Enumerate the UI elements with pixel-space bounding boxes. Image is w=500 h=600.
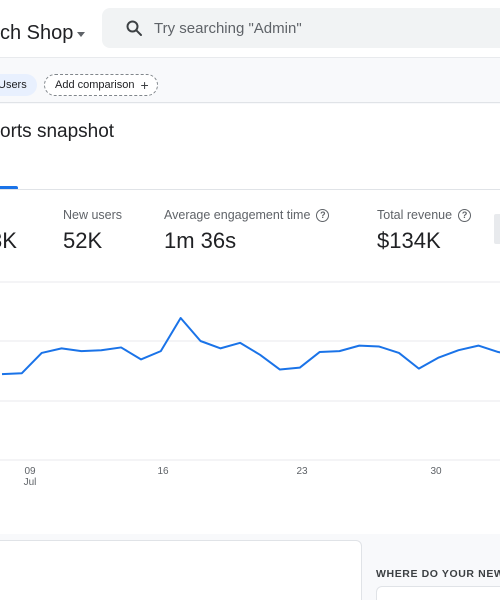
segment-chip-label: Users — [0, 79, 27, 91]
search-placeholder: Try searching "Admin" — [154, 19, 302, 37]
metric-total-revenue[interactable]: Total revenue? $134K — [377, 208, 472, 254]
metric-value: 3K — [0, 228, 17, 253]
page-title: orts snapshot — [0, 121, 115, 142]
help-icon[interactable]: ? — [316, 208, 330, 222]
bottom-card-right — [376, 586, 500, 600]
line-chart: 09 16 23 30 Jul — [0, 281, 500, 488]
metric-label: New users — [63, 208, 123, 222]
x-tick-label: 09 — [24, 466, 36, 477]
divider — [0, 189, 500, 190]
x-tick-label: 16 — [157, 466, 169, 477]
metric-users[interactable]: rs 3K — [0, 208, 17, 254]
metric-avg-engagement-time[interactable]: Average engagement time? 1m 36s — [164, 208, 330, 254]
active-tab-indicator — [0, 186, 18, 190]
metric-label: rs — [0, 208, 17, 222]
metric-new-users[interactable]: New users 52K — [63, 208, 122, 254]
metric-label: Average engagement time — [164, 208, 311, 222]
search-bar[interactable]: Try searching "Admin" — [102, 8, 500, 48]
plus-icon: + — [140, 77, 149, 93]
comparison-bar: Users Add comparison + — [0, 57, 500, 103]
metric-value: 52K — [63, 228, 103, 253]
top-bar: ch Shop Try searching "Admin" — [0, 0, 500, 57]
metric-value: 1m 36s — [164, 228, 237, 253]
property-name: ch Shop — [0, 22, 74, 44]
metric-overflow-edge — [494, 214, 500, 244]
caret-down-icon — [77, 32, 86, 37]
segment-chip-users[interactable]: Users — [0, 74, 37, 96]
series-line — [1, 317, 500, 376]
help-icon[interactable]: ? — [458, 208, 472, 222]
metric-value: $134K — [377, 228, 441, 253]
snapshot-card — [0, 104, 500, 534]
bottom-card-left — [0, 540, 362, 600]
add-comparison-button[interactable]: Add comparison + — [44, 74, 158, 96]
section-heading: WHERE DO YOUR NEW U — [376, 568, 500, 580]
add-comparison-label: Add comparison — [55, 79, 135, 91]
x-month-label: Jul — [24, 477, 37, 488]
metric-label: Total revenue — [377, 208, 453, 222]
x-tick-label: 23 — [296, 466, 308, 477]
property-selector[interactable]: ch Shop — [0, 22, 86, 45]
x-tick-label: 30 — [430, 466, 442, 477]
search-icon — [114, 19, 154, 37]
